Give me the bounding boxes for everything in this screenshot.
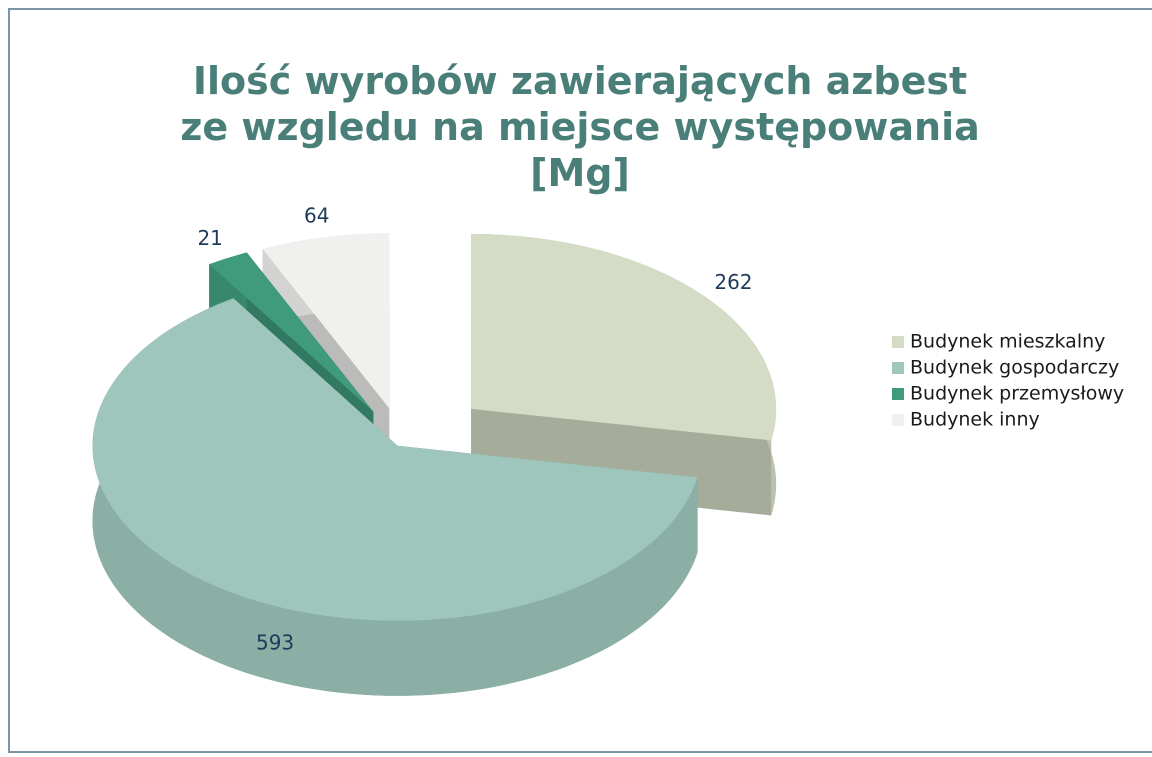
chart-title: Ilość wyrobów zawierających azbest ze wz… xyxy=(180,59,980,195)
data-label: 262 xyxy=(714,270,752,294)
slice xyxy=(92,298,698,696)
data-label: 64 xyxy=(304,203,329,227)
legend-label: Budynek przemysłowy xyxy=(910,383,1124,405)
legend-label: Budynek mieszkalny xyxy=(910,331,1105,353)
data-label: 21 xyxy=(197,226,222,250)
data-label: 593 xyxy=(256,631,294,655)
chart-frame: 262 593 21 64 Budynek mieszkalny Budynek gosp… xyxy=(8,8,1152,753)
chart: 262 593 21 64 Budynek mieszkalny Budynek gosp… xyxy=(92,203,1124,696)
legend-swatch xyxy=(892,336,904,348)
legend-label: Budynek inny xyxy=(910,409,1040,431)
slice-top xyxy=(92,298,698,621)
legend-label: Budynek gospodarczy xyxy=(910,357,1119,379)
legend-swatch xyxy=(892,388,904,400)
legend-swatch xyxy=(892,414,904,426)
slice-top xyxy=(209,252,374,412)
legend-swatch xyxy=(892,362,904,374)
slice-top xyxy=(471,233,777,441)
slice-top xyxy=(262,233,390,409)
